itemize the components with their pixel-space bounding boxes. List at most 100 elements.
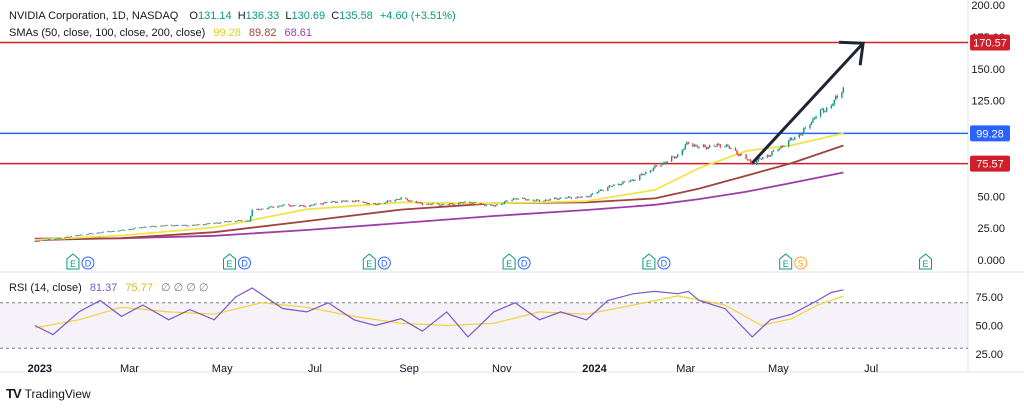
candle-body [792, 139, 794, 141]
candle-body [208, 223, 211, 225]
candle-body [502, 203, 504, 205]
candle-body [597, 191, 600, 193]
candle-body [523, 197, 525, 199]
candle-body [132, 228, 135, 230]
candle-body [430, 204, 433, 206]
candle-body [511, 199, 513, 202]
dividend-marker-icon[interactable]: D [657, 256, 671, 270]
candle-body [67, 236, 70, 238]
candle-body [192, 224, 194, 226]
candle-body [500, 203, 503, 205]
candle-body [193, 224, 196, 226]
candle-body [310, 204, 313, 206]
earnings-marker-icon[interactable]: E [222, 253, 236, 270]
candle-body [139, 227, 141, 229]
candle-body [152, 225, 155, 227]
candle-body [294, 205, 296, 207]
candle-body [417, 202, 419, 204]
candle-body [46, 239, 48, 241]
candle-body [716, 144, 718, 147]
candle-body [482, 203, 484, 205]
earnings-marker-icon[interactable]: E [919, 253, 933, 270]
open-label: O [189, 10, 198, 22]
candle-body [277, 206, 279, 208]
candle-body [256, 208, 258, 210]
candle-body [798, 134, 800, 138]
earnings-marker-icon[interactable]: E [642, 253, 656, 270]
candle-body [538, 199, 541, 202]
earnings-marker-icon[interactable]: E [66, 253, 80, 270]
svg-text:D: D [661, 259, 668, 269]
candle-body [438, 203, 440, 206]
candle-body [172, 225, 174, 227]
candle-body [155, 226, 158, 228]
candle-body [666, 161, 668, 163]
candle-body [813, 118, 816, 120]
candle-body [79, 234, 82, 236]
candle-body [325, 202, 328, 203]
change-value: +4.60 (+3.51%) [379, 10, 456, 22]
candle-body [177, 225, 179, 226]
candle-body [748, 159, 750, 161]
candle-body [161, 225, 164, 227]
dividend-marker-icon[interactable]: D [517, 256, 531, 270]
candle-body [260, 208, 263, 210]
candle-body [751, 162, 753, 165]
candle-body [822, 109, 825, 112]
svg-text:D: D [381, 259, 388, 269]
candle-body [207, 223, 209, 225]
brand-label: TradingView [24, 386, 91, 401]
price-tick-label: 25.00 [977, 223, 1005, 235]
tradingview-logo-icon: TV [6, 386, 22, 401]
candle-body [558, 198, 560, 200]
candle-body [601, 189, 603, 191]
candle-body [379, 203, 381, 205]
candle-body [418, 202, 421, 203]
candle-body [841, 92, 843, 98]
dividend-marker-icon[interactable]: D [237, 256, 251, 270]
dividend-marker-icon[interactable]: D [377, 256, 391, 270]
candle-body [175, 225, 177, 226]
candle-body [781, 146, 784, 148]
candle-body [704, 145, 706, 147]
candle-body [464, 201, 466, 203]
candle-body [759, 158, 761, 160]
candle-body [713, 145, 715, 147]
candle-body [441, 204, 443, 206]
candle-body [642, 173, 644, 175]
price-tick-label: 0.000 [977, 255, 1005, 267]
candle-body [123, 230, 126, 231]
time-axis-label: Jul [864, 363, 878, 375]
earnings-marker-icon[interactable]: E [502, 253, 516, 270]
price-tick-label: 50.00 [977, 191, 1005, 203]
candle-body [534, 200, 536, 202]
candle-body [240, 220, 243, 222]
level-label-box [970, 155, 1010, 172]
candle-body [804, 127, 807, 129]
candle-body [585, 196, 588, 198]
candle-body [432, 203, 434, 205]
candle-body [819, 109, 822, 117]
earnings-marker-icon[interactable]: E [362, 253, 376, 270]
candle-body [766, 155, 769, 158]
tradingview-branding[interactable]: TV TradingView [6, 386, 91, 401]
candle-body [386, 200, 389, 203]
candle-body [661, 163, 664, 166]
candle-body [809, 124, 811, 128]
svg-text:E: E [646, 259, 652, 269]
candle-body [760, 158, 763, 160]
candle-body [649, 170, 652, 173]
candle-body [651, 170, 653, 172]
candle-body [835, 96, 837, 100]
candle-body [547, 199, 550, 201]
earnings-marker-icon[interactable]: E [779, 253, 793, 270]
split-marker-icon[interactable]: S [794, 256, 808, 270]
candle-body [599, 189, 601, 192]
price-tick-label: 200.00 [971, 0, 1005, 12]
candle-body [134, 227, 136, 229]
dividend-marker-icon[interactable]: D [81, 256, 95, 270]
candle-body [449, 203, 451, 205]
candle-body [473, 202, 475, 203]
